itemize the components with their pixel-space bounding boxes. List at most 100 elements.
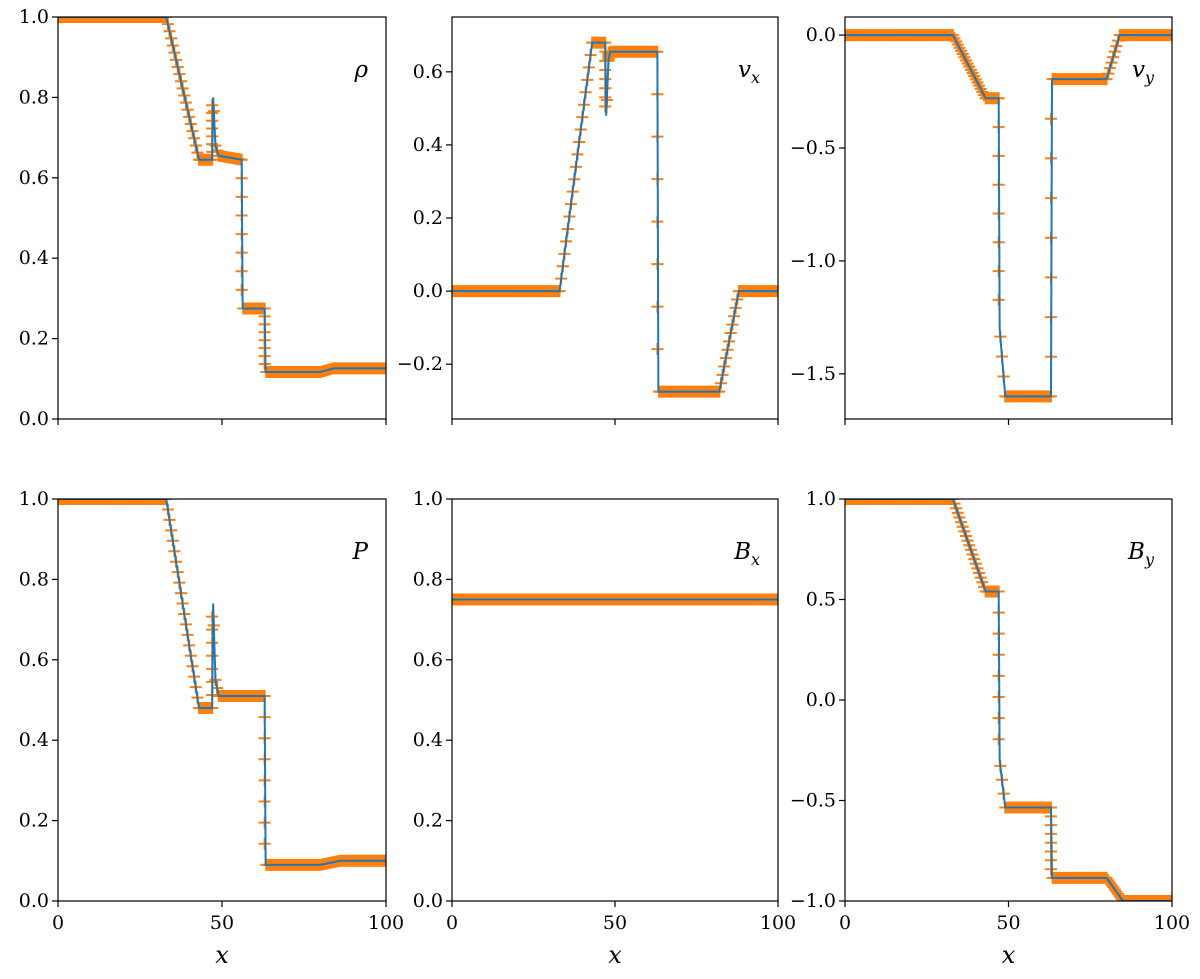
y-tick-label: 0.6 bbox=[19, 649, 49, 671]
marker-point bbox=[901, 499, 914, 505]
marker-point bbox=[1161, 895, 1172, 901]
marker-point bbox=[1126, 895, 1139, 901]
marker-point bbox=[856, 499, 869, 505]
marker-point bbox=[132, 499, 145, 505]
marker-point bbox=[1156, 895, 1169, 901]
marker-point bbox=[117, 17, 130, 23]
marker-point bbox=[134, 17, 146, 23]
plot-area-Bx bbox=[452, 593, 778, 606]
marker-point bbox=[101, 499, 114, 505]
marker-point bbox=[61, 17, 74, 23]
marker-point bbox=[65, 17, 78, 23]
marker-point bbox=[852, 499, 865, 505]
marker-point bbox=[853, 499, 866, 505]
marker-point bbox=[107, 499, 120, 505]
x-tick-label: 50 bbox=[603, 912, 627, 934]
marker-point bbox=[132, 17, 145, 23]
series-line-rho bbox=[58, 17, 386, 373]
marker-point bbox=[928, 499, 941, 505]
marker-point bbox=[93, 499, 105, 505]
marker-point bbox=[1141, 895, 1154, 901]
marker-point bbox=[96, 17, 109, 23]
marker-point bbox=[155, 17, 168, 23]
marker-point bbox=[125, 17, 138, 23]
marker-point bbox=[91, 499, 104, 505]
marker-point bbox=[127, 499, 140, 505]
marker-point bbox=[933, 499, 946, 505]
marker-point bbox=[861, 499, 874, 505]
series-line-P bbox=[58, 499, 386, 866]
marker-point bbox=[86, 499, 99, 505]
marker-point bbox=[879, 499, 892, 505]
marker-point bbox=[1143, 895, 1156, 901]
marker-point bbox=[1120, 895, 1133, 901]
marker-point bbox=[891, 499, 904, 505]
marker-point bbox=[150, 17, 163, 23]
marker-point bbox=[129, 499, 142, 505]
marker-point bbox=[106, 499, 119, 505]
series-line-By bbox=[845, 499, 1172, 901]
marker-point bbox=[912, 499, 925, 505]
marker-point bbox=[1138, 895, 1151, 901]
marker-point bbox=[873, 499, 886, 505]
marker-point bbox=[145, 499, 158, 505]
marker-point bbox=[93, 17, 105, 23]
marker-point bbox=[91, 17, 104, 23]
y-tick-label: 0.2 bbox=[19, 810, 49, 832]
marker-point bbox=[66, 17, 79, 23]
y-tick-label: 0.6 bbox=[413, 61, 443, 83]
marker-point bbox=[115, 499, 128, 505]
marker-point bbox=[76, 17, 89, 23]
panel-label-symbol: v bbox=[738, 57, 751, 83]
panel-label-subscript: y bbox=[1144, 68, 1155, 87]
marker-point bbox=[114, 499, 127, 505]
marker-point bbox=[97, 17, 110, 23]
marker-point bbox=[63, 499, 76, 505]
marker-point bbox=[1133, 895, 1146, 901]
marker-point bbox=[83, 17, 96, 23]
y-tick-label: 1.0 bbox=[19, 488, 49, 510]
axes-frame bbox=[844, 498, 1173, 902]
y-tick-label: 0.8 bbox=[413, 568, 443, 590]
marker-point bbox=[156, 499, 169, 505]
panel-By: −1.0 −0.5 0.0 0.5 1.0 0 50 100 x By bbox=[790, 488, 1190, 969]
marker-point bbox=[935, 499, 948, 505]
marker-point bbox=[138, 499, 151, 505]
marker-point bbox=[109, 17, 122, 23]
marker-point bbox=[74, 499, 87, 505]
marker-point bbox=[1116, 895, 1129, 901]
y-tick-label: −1.0 bbox=[790, 250, 836, 272]
marker-point bbox=[845, 499, 855, 505]
marker-point bbox=[930, 499, 943, 505]
marker-point bbox=[130, 17, 143, 23]
marker-point bbox=[81, 499, 94, 505]
marker-point bbox=[60, 499, 73, 505]
plot-area-vy bbox=[845, 29, 1172, 403]
marker-point bbox=[89, 17, 102, 23]
panel-label-symbol: B bbox=[1127, 539, 1145, 565]
marker-point bbox=[78, 499, 91, 505]
marker-point bbox=[881, 499, 894, 505]
marker-point bbox=[153, 499, 166, 505]
marker-point bbox=[124, 17, 137, 23]
marker-point bbox=[907, 499, 920, 505]
axes-frame bbox=[451, 498, 779, 902]
marker-point bbox=[922, 499, 935, 505]
marker-point bbox=[915, 499, 928, 505]
series-line-vx bbox=[452, 41, 778, 393]
marker-point bbox=[130, 499, 143, 505]
marker-point bbox=[94, 499, 107, 505]
marker-point bbox=[58, 17, 66, 23]
marker-point bbox=[1146, 895, 1159, 901]
y-tick-label: 1.0 bbox=[19, 6, 49, 28]
marker-point bbox=[158, 499, 171, 505]
marker-point bbox=[115, 17, 128, 23]
marker-point bbox=[1130, 895, 1143, 901]
panel-label-subscript: y bbox=[1144, 550, 1155, 569]
x-tick-label: 50 bbox=[210, 912, 234, 934]
panel-vx: −0.2 0.0 0.2 0.4 0.6 vx bbox=[397, 16, 779, 425]
marker-point bbox=[88, 17, 101, 23]
marker-point bbox=[89, 499, 102, 505]
marker-point bbox=[155, 499, 168, 505]
marker-point bbox=[112, 17, 125, 23]
